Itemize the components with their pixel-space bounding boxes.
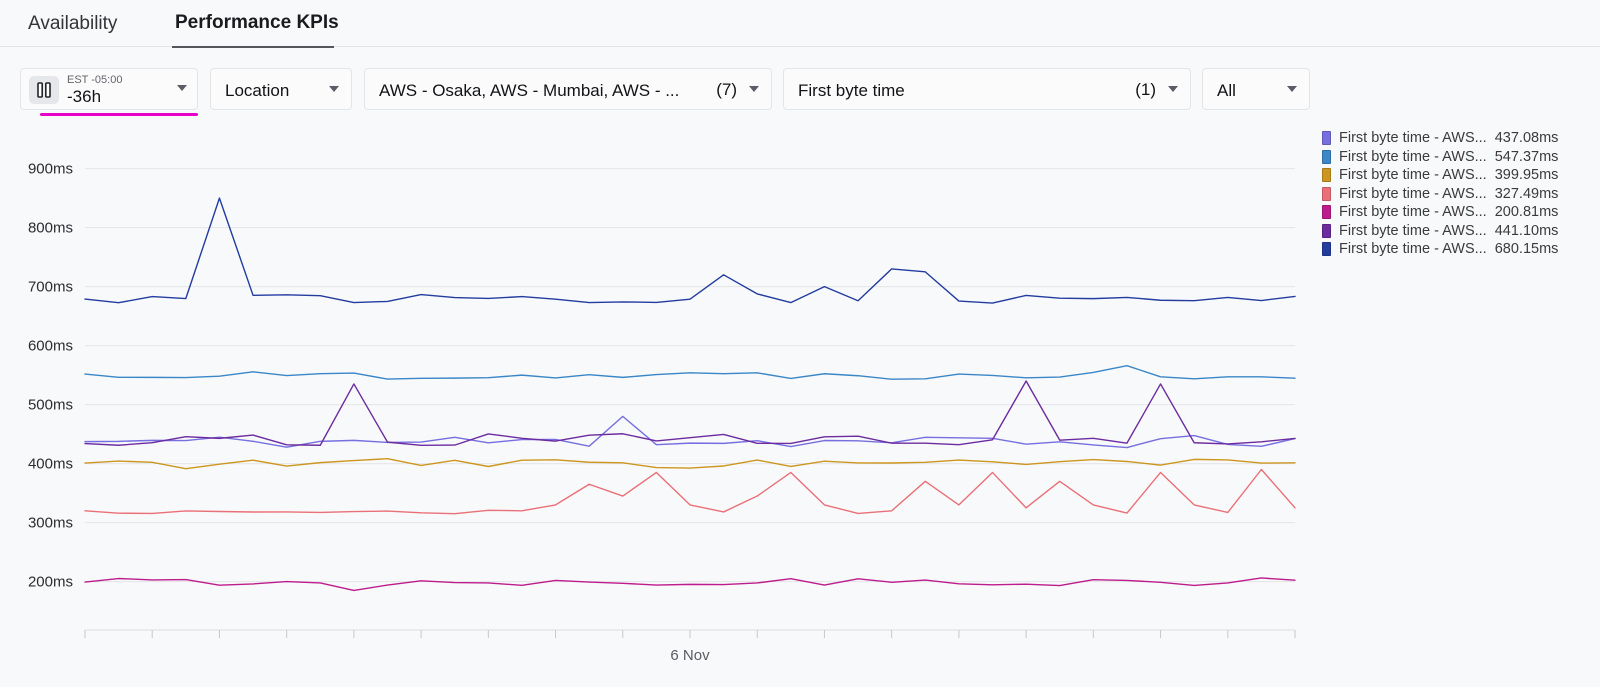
svg-text:500ms: 500ms: [28, 397, 73, 414]
svg-text:700ms: 700ms: [28, 279, 73, 296]
svg-text:300ms: 300ms: [28, 515, 73, 532]
svg-text:800ms: 800ms: [28, 220, 73, 237]
svg-text:400ms: 400ms: [28, 456, 73, 473]
svg-text:600ms: 600ms: [28, 338, 73, 355]
svg-text:900ms: 900ms: [28, 161, 73, 178]
svg-text:200ms: 200ms: [28, 574, 73, 591]
svg-text:6 Nov: 6 Nov: [670, 647, 710, 664]
